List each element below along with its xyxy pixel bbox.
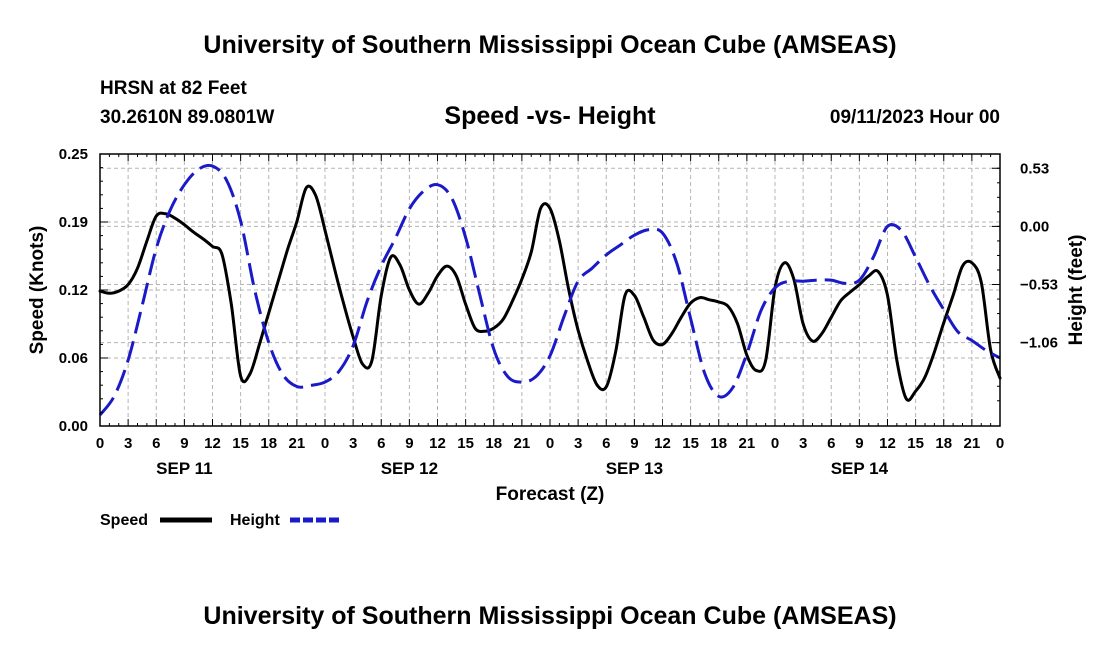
x-tick-label: 18 xyxy=(935,435,952,452)
x-tick-label: 21 xyxy=(964,435,981,452)
x-tick-label: 6 xyxy=(827,435,835,452)
x-tick-label: 3 xyxy=(349,435,357,452)
x-tick-label: 9 xyxy=(855,435,863,452)
day-label: SEP 14 xyxy=(831,459,889,478)
y-left-tick-label: 0.19 xyxy=(59,214,88,231)
station-coordinates: 30.2610N 89.0801W xyxy=(100,107,275,128)
x-tick-label: 18 xyxy=(260,435,277,452)
station-label: HRSN at 82 Feet xyxy=(100,78,247,99)
x-tick-label: 12 xyxy=(654,435,671,452)
y-right-tick-label: −1.06 xyxy=(1020,335,1058,352)
axis-ticks xyxy=(99,153,1001,427)
gridlines xyxy=(100,154,1000,426)
x-tick-label: 3 xyxy=(124,435,132,452)
y-left-tick-label: 0.25 xyxy=(59,146,88,163)
chart-title: University of Southern Mississippi Ocean… xyxy=(203,31,897,59)
x-tick-label: 6 xyxy=(602,435,610,452)
y-left-tick-label: 0.06 xyxy=(59,350,88,367)
x-tick-label: 15 xyxy=(232,435,249,452)
day-label: SEP 11 xyxy=(156,459,212,478)
legend: Speed Height xyxy=(100,512,342,529)
x-tick-label: 18 xyxy=(485,435,502,452)
x-tick-label: 12 xyxy=(879,435,896,452)
x-tick-label: 21 xyxy=(739,435,756,452)
x-tick-label: 9 xyxy=(630,435,638,452)
x-tick-label: 6 xyxy=(377,435,385,452)
x-tick-label: 15 xyxy=(457,435,474,452)
y-right-tick-label: 0.00 xyxy=(1020,218,1049,235)
y-left-tick-label: 0.12 xyxy=(59,282,88,299)
y-right-tick-label: 0.53 xyxy=(1020,160,1049,177)
x-axis-title: Forecast (Z) xyxy=(496,484,605,505)
x-tick-label: 15 xyxy=(907,435,924,452)
forecast-datetime: 09/11/2023 Hour 00 xyxy=(829,107,1000,128)
chart-subtitle: Speed -vs- Height xyxy=(444,102,656,130)
y-left-axis-title: Speed (Knots) xyxy=(27,226,48,355)
x-tick-label: 21 xyxy=(514,435,531,452)
x-tick-label: 9 xyxy=(180,435,188,452)
day-label: SEP 12 xyxy=(381,459,438,478)
y-left-tick-label: 0.00 xyxy=(59,418,88,435)
x-tick-label: 21 xyxy=(289,435,306,452)
x-tick-label: 0 xyxy=(96,435,104,452)
x-tick-label: 6 xyxy=(152,435,160,452)
x-tick-label: 18 xyxy=(710,435,727,452)
x-tick-label: 12 xyxy=(204,435,221,452)
series-lines xyxy=(98,163,1002,416)
y-right-axis-title: Height (feet) xyxy=(1066,235,1087,346)
x-tick-label: 12 xyxy=(429,435,446,452)
x-tick-label: 0 xyxy=(771,435,779,452)
y-right-tick-label: −0.53 xyxy=(1020,277,1058,294)
day-label: SEP 13 xyxy=(606,459,663,478)
legend-speed-label: Speed xyxy=(100,512,148,529)
x-tick-label: 0 xyxy=(996,435,1004,452)
x-tick-label: 0 xyxy=(546,435,554,452)
x-tick-label: 0 xyxy=(321,435,329,452)
height-series-line xyxy=(98,163,1001,416)
axis-labels: 0 3 6 9 12 15 18 21 0 3 6 9 12 15 18 21 0 3 6 9 12 15 18 21 0 3 6 9… xyxy=(27,146,1087,505)
x-tick-label: 3 xyxy=(799,435,807,452)
legend-height-label: Height xyxy=(230,512,280,529)
x-tick-label: 15 xyxy=(682,435,699,452)
x-tick-label: 3 xyxy=(574,435,582,452)
speed-series-line xyxy=(98,184,1002,402)
x-tick-label: 9 xyxy=(405,435,413,452)
footer-title: University of Southern Mississippi Ocean… xyxy=(203,602,897,630)
